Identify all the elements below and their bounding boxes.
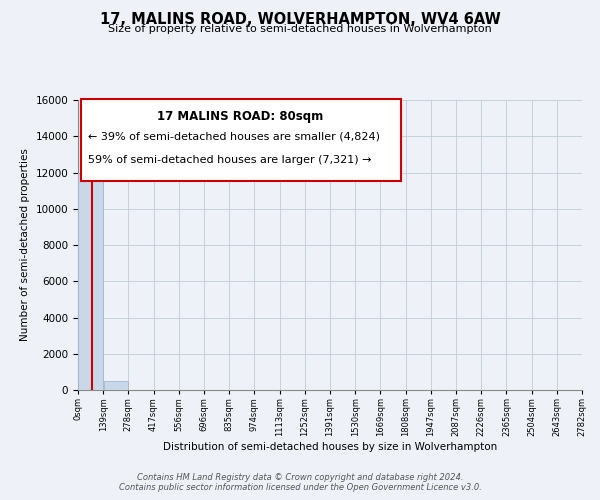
- Text: Contains HM Land Registry data © Crown copyright and database right 2024.
Contai: Contains HM Land Registry data © Crown c…: [119, 473, 481, 492]
- Y-axis label: Number of semi-detached properties: Number of semi-detached properties: [20, 148, 30, 342]
- FancyBboxPatch shape: [80, 98, 401, 181]
- Bar: [104, 381, 128, 390]
- Bar: [79, 172, 103, 390]
- X-axis label: Distribution of semi-detached houses by size in Wolverhampton: Distribution of semi-detached houses by …: [163, 442, 497, 452]
- Text: 17, MALINS ROAD, WOLVERHAMPTON, WV4 6AW: 17, MALINS ROAD, WOLVERHAMPTON, WV4 6AW: [100, 12, 500, 28]
- Text: ← 39% of semi-detached houses are smaller (4,824): ← 39% of semi-detached houses are smalle…: [88, 132, 380, 142]
- Text: 59% of semi-detached houses are larger (7,321) →: 59% of semi-detached houses are larger (…: [88, 155, 371, 165]
- Text: Size of property relative to semi-detached houses in Wolverhampton: Size of property relative to semi-detach…: [108, 24, 492, 34]
- Text: 17 MALINS ROAD: 80sqm: 17 MALINS ROAD: 80sqm: [157, 110, 323, 123]
